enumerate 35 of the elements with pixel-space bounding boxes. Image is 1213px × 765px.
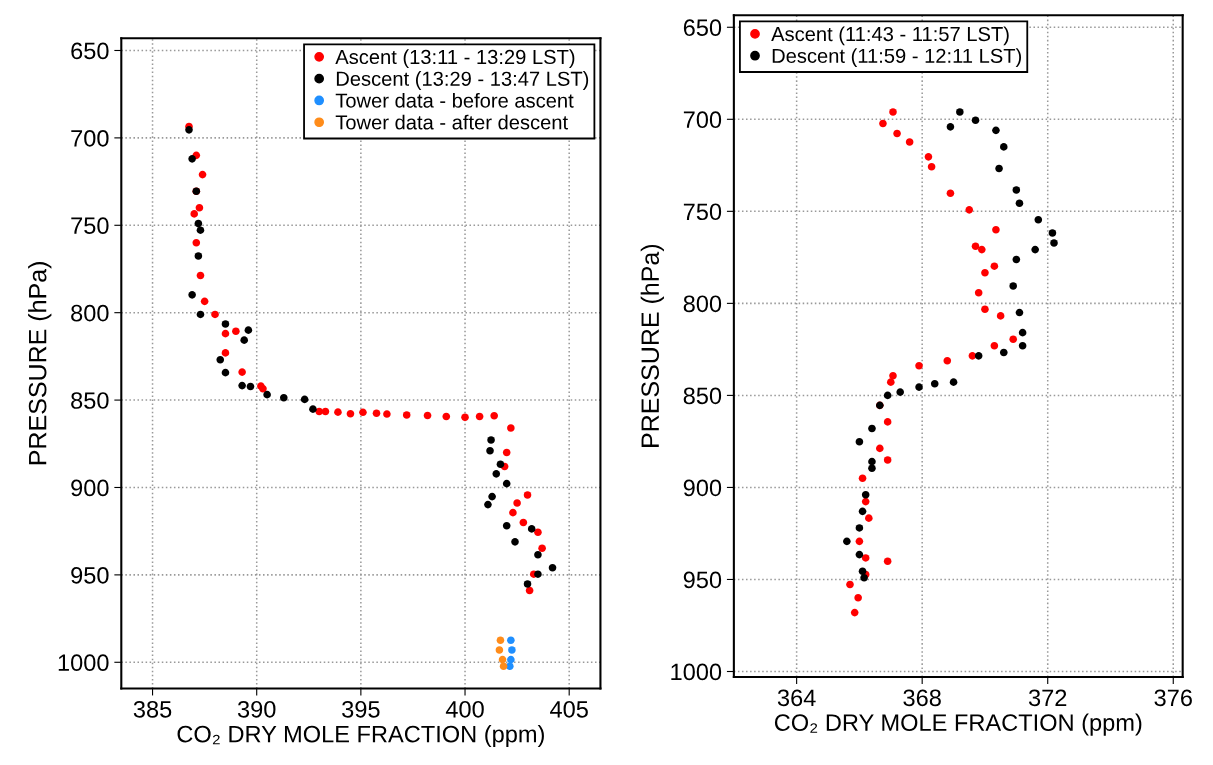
x-tick-label: 400 <box>445 700 484 718</box>
x-tick-label: 390 <box>237 700 276 718</box>
legend-label: Ascent (13:11 - 13:29 LST) <box>335 49 575 69</box>
x-tick-label: 372 <box>1028 689 1067 707</box>
x-axis-title: CO₂ DRY MOLE FRACTION (ppm) <box>774 713 1142 736</box>
y-tick-label: 700 <box>71 129 109 147</box>
y-tick-label: 650 <box>71 42 109 60</box>
y-tick-label: 900 <box>71 479 109 497</box>
legend-label: Descent (13:29 - 13:47 LST) <box>336 71 589 90</box>
x-tick-label: 376 <box>1154 689 1192 707</box>
x-tick-label: 385 <box>133 700 172 718</box>
y-tick-label: 850 <box>71 392 109 409</box>
y-tick-label: 700 <box>683 111 722 129</box>
y-tick-label: 800 <box>683 295 722 313</box>
y-tick-label: 650 <box>683 19 722 37</box>
y-tick-label: 850 <box>683 387 722 405</box>
y-tick-label: 950 <box>683 571 722 589</box>
y-tick-label: 1000 <box>58 654 109 672</box>
y-tick-label: 750 <box>683 203 722 221</box>
x-tick-label: 368 <box>903 689 941 707</box>
x-tick-label: 364 <box>777 689 816 707</box>
legend-label: Tower data - before ascent <box>335 92 574 108</box>
y-axis-title: PRESSURE (hPa) <box>28 262 52 465</box>
x-tick-label: 405 <box>550 700 588 718</box>
y-tick-label: 750 <box>71 217 109 235</box>
y-tick-label: 950 <box>71 566 109 584</box>
x-tick-label: 395 <box>342 700 380 718</box>
y-tick-label: 1000 <box>671 663 722 681</box>
legend-label: Tower data - after descent <box>335 114 568 130</box>
legend-label: Descent (11:59 - 12:11 LST) <box>772 48 1022 67</box>
y-tick-label: 900 <box>683 479 722 497</box>
y-axis-title: PRESSURE (hPa) <box>640 244 664 447</box>
y-tick-label: 800 <box>71 304 109 322</box>
x-axis-title: CO₂ DRY MOLE FRACTION (ppm) <box>177 725 544 748</box>
legend-label: Ascent (11:43 - 11:57 LST) <box>771 26 1009 46</box>
